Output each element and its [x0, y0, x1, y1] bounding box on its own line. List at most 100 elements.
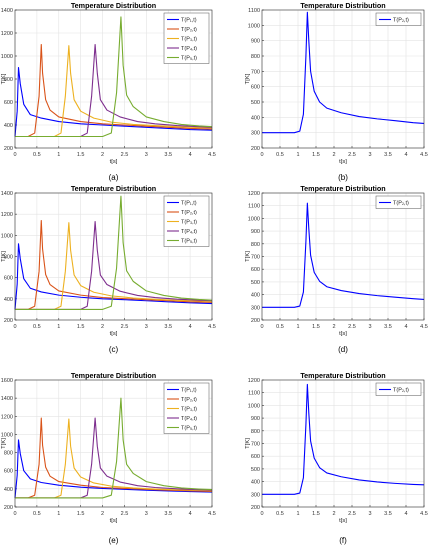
x-tick-label: 2 [101, 152, 104, 158]
chart-title: Temperature Distribution [300, 184, 385, 193]
x-tick-label: 2.5 [121, 152, 129, 158]
x-tick-label: 3.5 [164, 511, 172, 517]
x-tick-label: 3 [145, 324, 148, 330]
x-tick-label: 4 [404, 324, 407, 330]
x-tick-label: 1 [57, 324, 60, 330]
y-tick-label: 400 [4, 123, 13, 129]
legend-label: T(P₃,t) [181, 37, 197, 43]
y-tick-label: 600 [251, 267, 260, 273]
y-tick-label: 400 [251, 480, 260, 486]
legend-box [375, 382, 422, 396]
x-tick-label: 0 [260, 152, 263, 158]
legend-label: T(P₄,t) [181, 229, 197, 235]
series-line-5 [15, 195, 213, 310]
x-tick-label: 0 [13, 511, 16, 517]
series-line-1 [14, 439, 213, 498]
x-tick-label: 1 [296, 324, 299, 330]
legend-label: T(P₅,t) [181, 426, 197, 432]
series-line-4 [15, 221, 213, 310]
y-tick-label: 200 [4, 505, 13, 511]
x-tick-label: 3.5 [384, 152, 392, 158]
x-tick-label: 4.5 [420, 324, 428, 330]
axes-box [261, 9, 425, 149]
x-tick-label: 0 [13, 152, 16, 158]
y-axis-label: T[K] [245, 438, 251, 449]
x-axis-label: t[s] [339, 159, 347, 165]
chart-panel-2: 0 0.5 1 1.5 2 2.5 3 3.5 4 4.5 200 300 400 500 600 700 80… [245, 1, 428, 182]
x-tick-label: 1.5 [312, 152, 320, 158]
y-axis-label: T[K] [1, 251, 7, 262]
y-tick-label: 300 [251, 305, 260, 311]
x-tick-label: 0.5 [33, 152, 41, 158]
x-tick-label: 2.5 [348, 511, 356, 517]
legend-label: T(P₁,t) [181, 18, 197, 24]
x-tick-label: 2 [332, 511, 335, 517]
x-tick-label: 2 [101, 511, 104, 517]
chart-panel-5: 0 0.5 1 1.5 2 2.5 3 3.5 4 4.5 200 400 600 800 1000 1200… [1, 371, 216, 545]
x-tick-label: 3 [368, 324, 371, 330]
series-line-1 [14, 66, 213, 137]
axes-box [14, 192, 213, 321]
y-axis-label: T[K] [245, 251, 251, 262]
y-tick-label: 1400 [1, 396, 13, 402]
panel-label: (c) [109, 345, 119, 354]
panel-label: (e) [109, 536, 119, 545]
legend-label: T(P₁,t) [181, 201, 197, 207]
x-tick-label: 1 [57, 152, 60, 158]
x-tick-label: 1.5 [77, 152, 85, 158]
y-tick-label: 400 [251, 115, 260, 121]
y-axis-label: T[K] [1, 438, 7, 449]
series-line-1 [262, 383, 425, 495]
y-tick-label: 1000 [248, 403, 260, 409]
y-tick-label: 300 [251, 492, 260, 498]
y-tick-label: 200 [4, 318, 13, 324]
legend-label: T(P₂,t) [181, 397, 197, 403]
chart-title: Temperature Distribution [300, 1, 385, 10]
y-axis-label: T[K] [1, 73, 7, 84]
chart-title: Temperature Distribution [71, 184, 156, 193]
y-tick-label: 600 [4, 276, 13, 282]
y-tick-label: 500 [251, 467, 260, 473]
y-tick-label: 600 [251, 85, 260, 91]
y-tick-label: 700 [251, 69, 260, 75]
series-line-3 [15, 222, 213, 310]
legend-label: T(P₂,t) [393, 18, 409, 24]
y-tick-label: 900 [251, 416, 260, 422]
y-tick-label: 1400 [1, 8, 13, 14]
x-tick-label: 4 [404, 511, 407, 517]
y-tick-label: 1000 [1, 432, 13, 438]
x-tick-label: 0.5 [276, 152, 284, 158]
y-tick-label: 400 [4, 297, 13, 303]
legend-label: T(P₃,t) [181, 407, 197, 413]
x-tick-label: 1 [57, 511, 60, 517]
x-tick-label: 1.5 [77, 511, 85, 517]
legend-box [163, 12, 210, 64]
y-tick-label: 200 [251, 505, 260, 511]
series-line-1 [262, 202, 425, 308]
x-tick-label: 0 [260, 324, 263, 330]
x-tick-label: 3.5 [164, 324, 172, 330]
y-tick-label: 1400 [1, 191, 13, 197]
plot-area [262, 10, 424, 148]
y-axis-label: T[K] [245, 73, 251, 84]
x-tick-label: 3 [145, 511, 148, 517]
x-axis-label: t[s] [339, 518, 347, 524]
x-tick-label: 3 [368, 152, 371, 158]
legend-label: T(P₂,t) [393, 201, 409, 207]
x-tick-label: 3 [145, 152, 148, 158]
x-tick-label: 0 [260, 511, 263, 517]
y-tick-label: 1200 [1, 414, 13, 420]
x-tick-label: 1.5 [312, 324, 320, 330]
y-tick-label: 200 [251, 146, 260, 152]
series-line-4 [15, 417, 213, 499]
y-tick-label: 800 [4, 255, 13, 261]
y-tick-label: 600 [4, 469, 13, 475]
series-line-1 [14, 243, 213, 310]
y-tick-label: 700 [251, 442, 260, 448]
x-tick-label: 4.5 [420, 511, 428, 517]
series-line-3 [15, 45, 213, 138]
panel-label: (f) [339, 536, 347, 545]
legend-label: T(P₅,t) [181, 56, 197, 62]
axes-box [261, 379, 425, 508]
